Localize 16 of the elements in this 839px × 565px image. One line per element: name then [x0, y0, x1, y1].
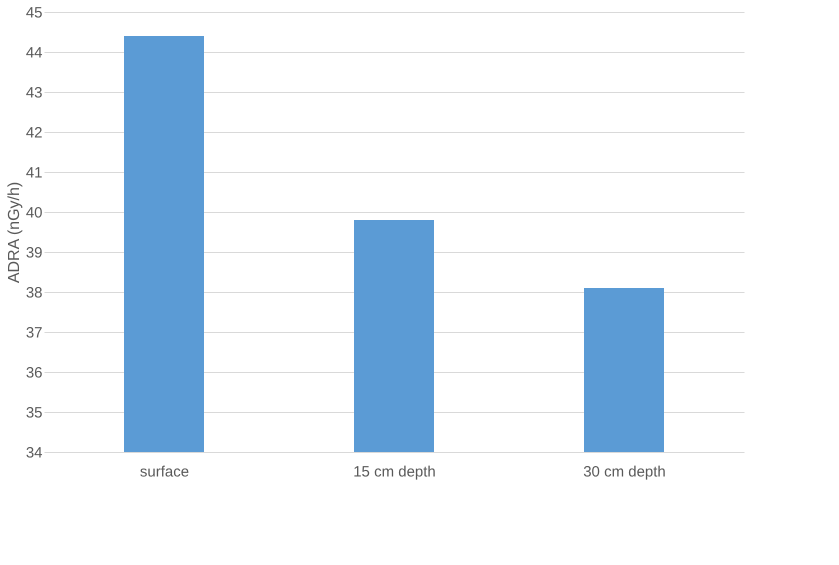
y-tick-label: 43: [26, 84, 42, 102]
y-tick-label: 35: [26, 404, 42, 422]
y-tick-label: 44: [26, 44, 42, 62]
y-tick-label: 42: [26, 124, 42, 142]
y-tick-label: 39: [26, 244, 42, 262]
y-tick-label: 34: [26, 444, 42, 462]
y-tick-label: 38: [26, 284, 42, 302]
x-tick-label: surface: [140, 464, 190, 480]
y-tick-label: 36: [26, 364, 42, 382]
y-axis-title: ADRA (nGy/h): [6, 182, 23, 284]
x-tick-label: 30 cm depth: [583, 464, 666, 480]
y-tick-label: 40: [26, 204, 42, 222]
y-tick-label: 37: [26, 324, 42, 342]
x-tick-label: 15 cm depth: [353, 464, 436, 480]
y-tick-label: 41: [26, 164, 42, 182]
y-tick-label: 45: [26, 4, 42, 22]
